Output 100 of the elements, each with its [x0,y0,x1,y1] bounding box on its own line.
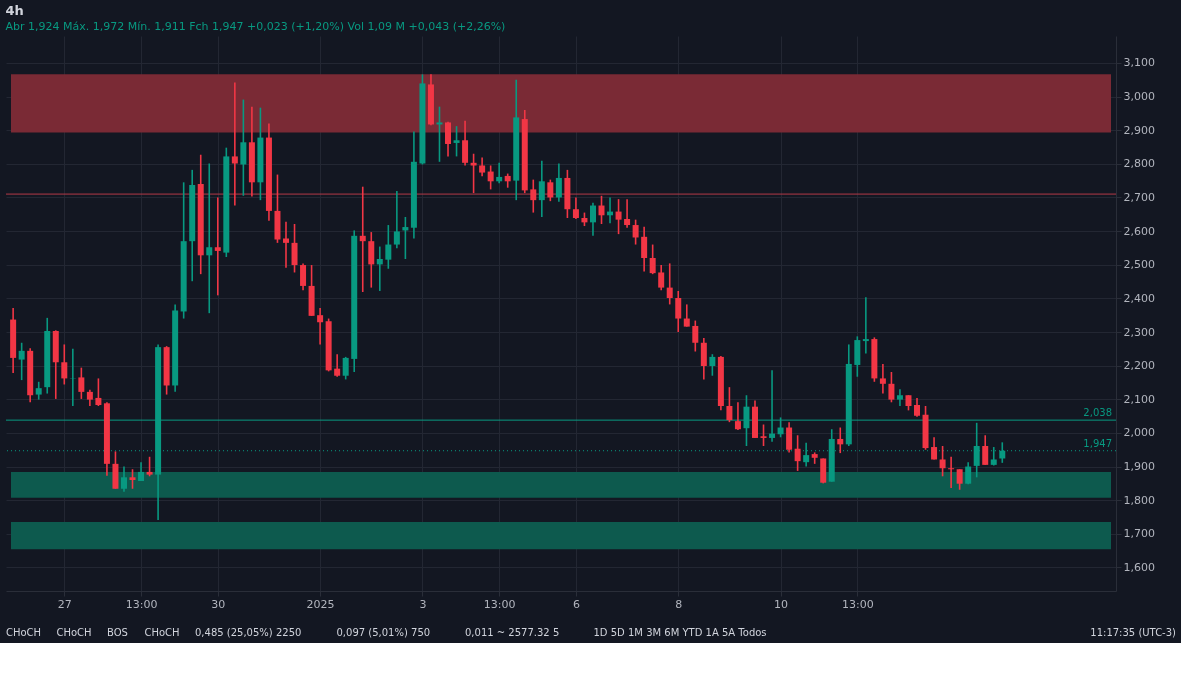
x-tick-label: 2025 [306,597,335,611]
candlestick [436,105,443,163]
ref-line-label: 1,947 [1083,437,1112,449]
text: CHoCH [144,627,180,638]
candlestick [914,397,921,418]
candlestick [402,216,409,260]
candlestick [734,401,741,431]
candlestick [78,366,85,400]
candlestick [837,426,844,454]
x-tick-label: 13:00 [841,597,874,611]
text: 1D 5D 1M 3M 6M YTD 1A 5A Todos [593,627,767,638]
candlestick [487,164,494,191]
candlestick [300,262,307,292]
y-tick-label: 1,700 [1123,527,1155,541]
candlestick [376,245,383,292]
candlestick [658,264,665,292]
x-tick-label: 27 [57,597,72,611]
candlestick [786,421,793,454]
candlestick [632,218,639,246]
candlestick [129,468,136,490]
candlestick [794,434,801,472]
candlestick [973,422,980,479]
candlestick [948,455,955,489]
candlestick [956,468,963,491]
candlestick [888,371,895,404]
candlestick [649,243,656,275]
candlestick [675,290,682,333]
candlestick [939,445,946,478]
candlestick [726,386,733,423]
candlestick [700,337,707,381]
candlestick [385,224,392,270]
y-tick-label: 2,100 [1123,392,1155,406]
y-tick-label: 1,800 [1123,493,1155,507]
candlestick [641,225,648,273]
candlestick [547,178,554,202]
text: BOS [107,627,128,638]
y-tick-label: 2,300 [1123,325,1155,339]
y-tick-label: 3,100 [1123,56,1155,70]
y-tick-label: 2,600 [1123,224,1155,238]
ref-line-label: 2,038 [1083,407,1112,419]
candlestick [470,152,477,194]
candlestick [555,162,562,203]
candlestick [95,377,102,407]
x-tick-label: 30 [211,597,226,611]
candlestick [572,196,579,220]
candlestick [879,363,886,395]
text: CHoCH [6,627,42,638]
candlestick [206,162,213,314]
candlestick [18,341,25,381]
candlestick [666,262,673,306]
text: CHoCH [56,627,92,638]
text: 0,011 ~ 2577.32 5 [465,627,560,638]
candlestick [453,125,460,158]
y-tick-label: 2,500 [1123,258,1155,272]
candlestick [692,319,699,353]
candlestick [496,162,503,185]
x-tick-label: 8 [675,597,683,611]
candlestick [120,465,127,493]
x-tick-label: 13:00 [483,597,516,611]
candlestick [283,220,289,269]
candlestick [862,296,869,355]
candlestick [982,434,989,466]
candlestick [615,198,622,235]
chart-title: 4h [5,3,24,18]
x-tick-label: 10 [774,597,789,611]
candlestick [317,307,324,346]
candlestick [214,196,221,297]
y-tick-label: 2,000 [1123,426,1155,440]
x-tick-label: 3 [419,597,427,611]
candlestick [61,343,68,386]
y-tick-label: 2,800 [1123,157,1155,171]
chart-subtitle: Abr 1,924 Máx. 1,972 Mín. 1,911 Fch 1,947 +0,023 (+1,20%) Vol 1,09 M +0,043 (+2,26%) [5,20,506,33]
candlestick [368,231,375,289]
candlestick [624,198,631,229]
y-tick-label: 2,700 [1123,190,1155,204]
y-tick-label: 1,600 [1123,560,1155,574]
candlestick [291,223,298,274]
candlestick [589,202,596,237]
candlestick [683,303,690,328]
candlestick [479,156,486,178]
candlestick [538,159,545,218]
candlestick [342,356,349,381]
candlestick [445,120,452,158]
candlestick [393,190,400,250]
text: 0,485 (25,05%) 2250 [195,627,302,638]
candlestick [709,353,716,377]
candlestick [462,119,469,167]
candlestick [530,178,537,214]
text: 0,097 (5,01%) 750 [336,627,431,638]
candlestick [598,194,605,225]
candlestick [146,455,153,478]
y-tick-label: 3,000 [1123,90,1155,104]
candlestick [334,353,341,378]
y-tick-label: 1,900 [1123,460,1155,474]
x-tick-label: 13:00 [125,597,158,611]
x-tick-label: 6 [572,597,580,611]
y-tick-label: 2,400 [1123,291,1155,305]
candlestick [231,81,238,207]
candlestick [760,423,767,447]
y-tick-label: 2,200 [1123,359,1155,373]
